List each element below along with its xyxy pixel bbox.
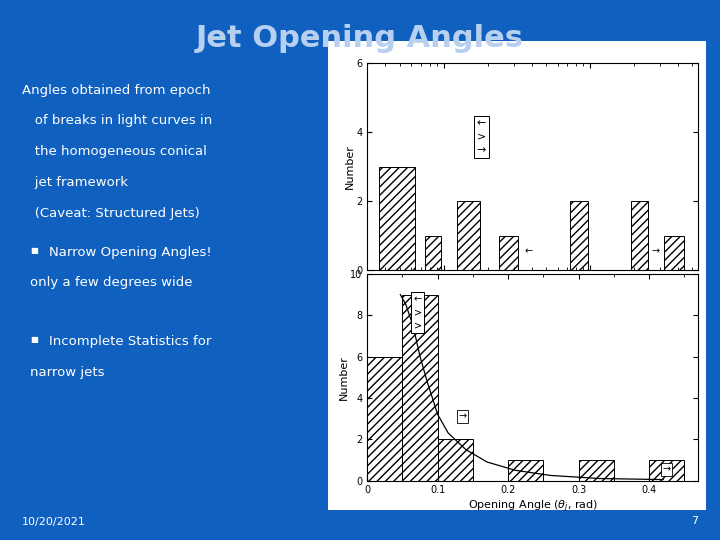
Bar bbox=[649, 460, 684, 481]
Bar bbox=[438, 439, 473, 481]
Text: Narrow Opening Angles!: Narrow Opening Angles! bbox=[49, 246, 212, 259]
Text: →: → bbox=[662, 464, 671, 474]
Bar bbox=[631, 201, 648, 270]
Bar bbox=[367, 356, 402, 481]
Bar bbox=[402, 294, 438, 481]
Bar bbox=[579, 460, 614, 481]
Bar bbox=[570, 201, 588, 270]
Bar bbox=[499, 235, 518, 270]
Text: 10/20/2021: 10/20/2021 bbox=[22, 516, 86, 526]
Text: Jet Opening Angles: Jet Opening Angles bbox=[196, 24, 524, 53]
Bar bbox=[456, 201, 480, 270]
Text: jet framework: jet framework bbox=[22, 176, 127, 189]
Y-axis label: Number: Number bbox=[345, 144, 355, 189]
Bar bbox=[508, 460, 544, 481]
Text: ←: ← bbox=[524, 246, 533, 256]
Text: of breaks in light curves in: of breaks in light curves in bbox=[22, 114, 212, 127]
Text: the homogeneous conical: the homogeneous conical bbox=[22, 145, 207, 158]
Text: →: → bbox=[458, 411, 467, 422]
Text: narrow jets: narrow jets bbox=[30, 366, 104, 379]
Bar bbox=[379, 167, 415, 270]
X-axis label: Opening Angle ($\theta_j$, rad): Opening Angle ($\theta_j$, rad) bbox=[468, 498, 598, 515]
Text: ←
>
>: ← > > bbox=[414, 294, 422, 331]
Text: 7: 7 bbox=[691, 516, 698, 526]
Bar bbox=[664, 235, 684, 270]
Text: Incomplete Statistics for: Incomplete Statistics for bbox=[49, 335, 212, 348]
X-axis label: Break Time ($t_b$, days): Break Time ($t_b$, days) bbox=[473, 288, 593, 302]
Bar bbox=[425, 235, 441, 270]
Y-axis label: Number: Number bbox=[338, 355, 348, 400]
Text: →: → bbox=[652, 246, 660, 256]
Text: ←
>
→: ← > → bbox=[477, 118, 486, 155]
Text: ■: ■ bbox=[30, 246, 38, 255]
Text: ■: ■ bbox=[30, 335, 38, 344]
Text: (Caveat: Structured Jets): (Caveat: Structured Jets) bbox=[22, 207, 199, 220]
Text: Angles obtained from epoch: Angles obtained from epoch bbox=[22, 84, 210, 97]
Text: only a few degrees wide: only a few degrees wide bbox=[30, 276, 193, 289]
